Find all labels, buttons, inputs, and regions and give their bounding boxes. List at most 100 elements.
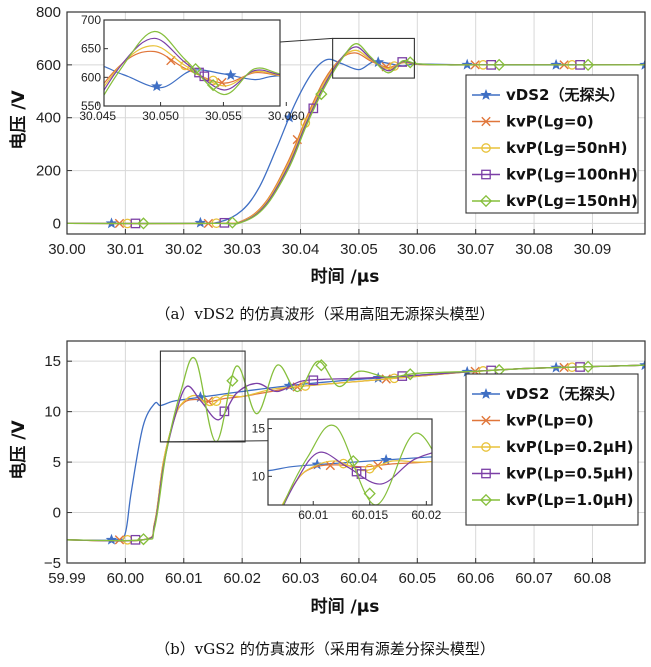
- chart-a-legend: vDS2（无探头） kvP(Lg=0) kvP(Lg=50nH) kvP(Lg=100…: [465, 74, 639, 214]
- chart-b-series-line-4: [67, 356, 645, 542]
- chart-b-inset-series-line-2: [281, 460, 432, 505]
- chart-b-series-marker-4: [226, 374, 239, 387]
- chart-a-series-marker-3: [308, 103, 319, 114]
- chart-b-legend-label-1: kvP(Lp=0): [506, 412, 594, 430]
- chart-a-legend-marker-1: [481, 116, 491, 127]
- chart-a-xtick-label: 30.05: [340, 241, 378, 258]
- chart-b-inset-series-marker-0: [380, 453, 392, 465]
- chart-a-legend-box: [465, 74, 639, 214]
- chart-a-ytick-label: 0: [53, 215, 61, 232]
- chart-a-xtick-label: 30.03: [223, 241, 261, 258]
- chart-a-series-marker-4: [315, 87, 328, 101]
- chart-a-series-marker-4: [226, 216, 239, 229]
- chart-b-inset-series-marker-2: [364, 463, 375, 474]
- chart-a-xtick-label: 30.00: [48, 241, 86, 258]
- chart-a-series-line-4: [67, 43, 645, 225]
- chart-b-ylabel: 电压 /V: [8, 420, 29, 480]
- chart-b-xtick-label: 60.00: [107, 570, 145, 587]
- chart-b-inset-series-line-0: [268, 456, 432, 472]
- chart-a-inset-ytick-label: 700: [81, 13, 101, 27]
- chart-a-inset: 30.045 30.050 30.055 30.060 550 600 650 700: [79, 13, 305, 123]
- chart-b-inset-series-marker-4: [347, 455, 360, 468]
- chart-b-xtick-label: 60.03: [282, 570, 320, 587]
- chart-b-xtick-label: 60.06: [457, 570, 495, 587]
- chart-a-series-marker-0: [283, 111, 296, 123]
- chart-b-inset-xtick-label: 60.015: [351, 508, 388, 522]
- chart-a-series-marker-4: [581, 58, 595, 71]
- chart-a-inset-xtick-label: 30.050: [142, 109, 179, 123]
- chart-a-inset-xtick-label: 30.055: [205, 109, 242, 123]
- chart-a-inset-ytick-label: 550: [81, 99, 101, 113]
- chart-a-series-group: [67, 43, 645, 230]
- chart-b-inset-ytick-label: 10: [252, 469, 266, 483]
- chart-a-caption: （a）vDS2 的仿真波形（采用高阻无源探头模型）: [155, 305, 494, 323]
- chart-a-inset-series-marker-0: [225, 69, 237, 81]
- chart-a-inset-frame: [103, 19, 281, 107]
- chart-a-inset-frame-bg: [103, 19, 281, 107]
- chart-a-legend-marker-3: [481, 169, 491, 180]
- chart-a-legend-marker-2: [481, 143, 491, 153]
- chart-b-legend-marker-0: [480, 387, 492, 399]
- chart-b-inset-ytick-label: 15: [252, 422, 266, 436]
- chart-a-ylabel: 电压 /V: [8, 90, 29, 150]
- chart-a-legend-marker-4: [479, 194, 493, 208]
- chart-a-series-marker-0: [194, 216, 207, 228]
- chart-a-zoom-connector: [279, 37, 333, 43]
- chart-a-ytick-label: 600: [36, 57, 61, 74]
- chart-b-inset-series-marker-1: [325, 460, 336, 471]
- chart-a: 30.00 30.01 30.02 30.03 30.04 30.05 30.06 30.07…: [36, 4, 646, 258]
- chart-b-xtick-label: 60.02: [223, 570, 261, 587]
- chart-b-xlabel: 时间 /μs: [311, 596, 380, 617]
- chart-b-frame: [66, 340, 646, 564]
- chart-b-xtick-label: 60.07: [515, 570, 553, 587]
- chart-a-inset-series-line-3: [104, 37, 280, 92]
- chart-b-series-marker-4: [404, 368, 417, 381]
- chart-b-inset-series-marker-3: [351, 466, 362, 477]
- chart-b-ytick-label: 10: [44, 404, 61, 421]
- chart-b-xtick-label: 60.08: [574, 570, 612, 587]
- chart-b-inset-xtick-label: 60.02: [411, 508, 441, 522]
- chart-a-inset-xtick-label: 30.060: [268, 109, 305, 123]
- chart-a-series-marker-4: [137, 217, 150, 230]
- chart-a-inset-series-marker-0: [151, 80, 163, 92]
- chart-a-xlabel: 时间 /μs: [311, 266, 380, 287]
- chart-b-xtick-label: 60.05: [399, 570, 437, 587]
- chart-b-caption: （b）vGS2 的仿真波形（采用有源差分探头模型）: [155, 640, 495, 658]
- chart-a-series-marker-4: [404, 56, 417, 69]
- chart-a-inset-ytick-label: 600: [81, 70, 101, 84]
- chart-b-series-marker-3: [308, 375, 319, 386]
- chart-a-inset-series-marker-4: [189, 62, 202, 76]
- chart-b-xtick-label: 60.01: [165, 570, 203, 587]
- chart-a-legend-label-1: kvP(Lg=0): [506, 113, 594, 131]
- chart-b-inset-series-marker-4: [363, 487, 376, 500]
- chart-b-xtick-label: 59.99: [48, 570, 86, 587]
- chart-b-legend-label-0: vDS2（无探头）: [506, 385, 624, 403]
- chart-a-ytick-label: 800: [36, 4, 61, 21]
- chart-a-xtick-label: 30.04: [282, 241, 320, 258]
- chart-a-xtick-label: 30.06: [399, 241, 437, 258]
- chart-a-inset-series-group: [104, 30, 280, 97]
- chart-b-ytick-label: 5: [53, 454, 61, 471]
- chart-b-inset-xtick-label: 60.01: [298, 508, 328, 522]
- chart-b-legend-label-2: kvP(Lp=0.2μH): [506, 438, 634, 456]
- chart-a-series-marker-3: [397, 57, 408, 67]
- chart-b-inset: 60.01 60.015 60.02 10 15: [252, 418, 442, 522]
- chart-b-series-marker-4: [315, 359, 328, 372]
- chart-b-ytick-label: 15: [44, 353, 61, 370]
- chart-b-series-line-3: [67, 364, 645, 542]
- chart-a-inset-series-line-4: [104, 30, 280, 97]
- chart-b-legend-label-3: kvP(Lp=0.5μH): [506, 465, 634, 483]
- chart-b-series-marker-1: [114, 535, 125, 545]
- chart-b-legend: vDS2（无探头） kvP(Lp=0) kvP(Lp=0.2μH) kvP(Lp=0.…: [465, 373, 639, 526]
- chart-b-inset-frame: [267, 418, 433, 506]
- chart-a-inset-series-marker-4: [207, 79, 220, 92]
- chart-b-inset-series-marker-2: [338, 458, 349, 469]
- chart-b-legend-marker-3: [481, 468, 491, 479]
- chart-b-legend-marker-2: [481, 442, 491, 452]
- chart-b-xtick-label: 60.04: [340, 570, 378, 587]
- chart-a-inset-ytick-label: 650: [81, 42, 101, 56]
- chart-b-series-marker-0: [105, 533, 118, 545]
- chart-a-xtick-label: 30.09: [574, 241, 612, 258]
- chart-b-legend-marker-1: [481, 415, 491, 426]
- chart-a-legend-label-2: kvP(Lg=50nH): [506, 139, 627, 157]
